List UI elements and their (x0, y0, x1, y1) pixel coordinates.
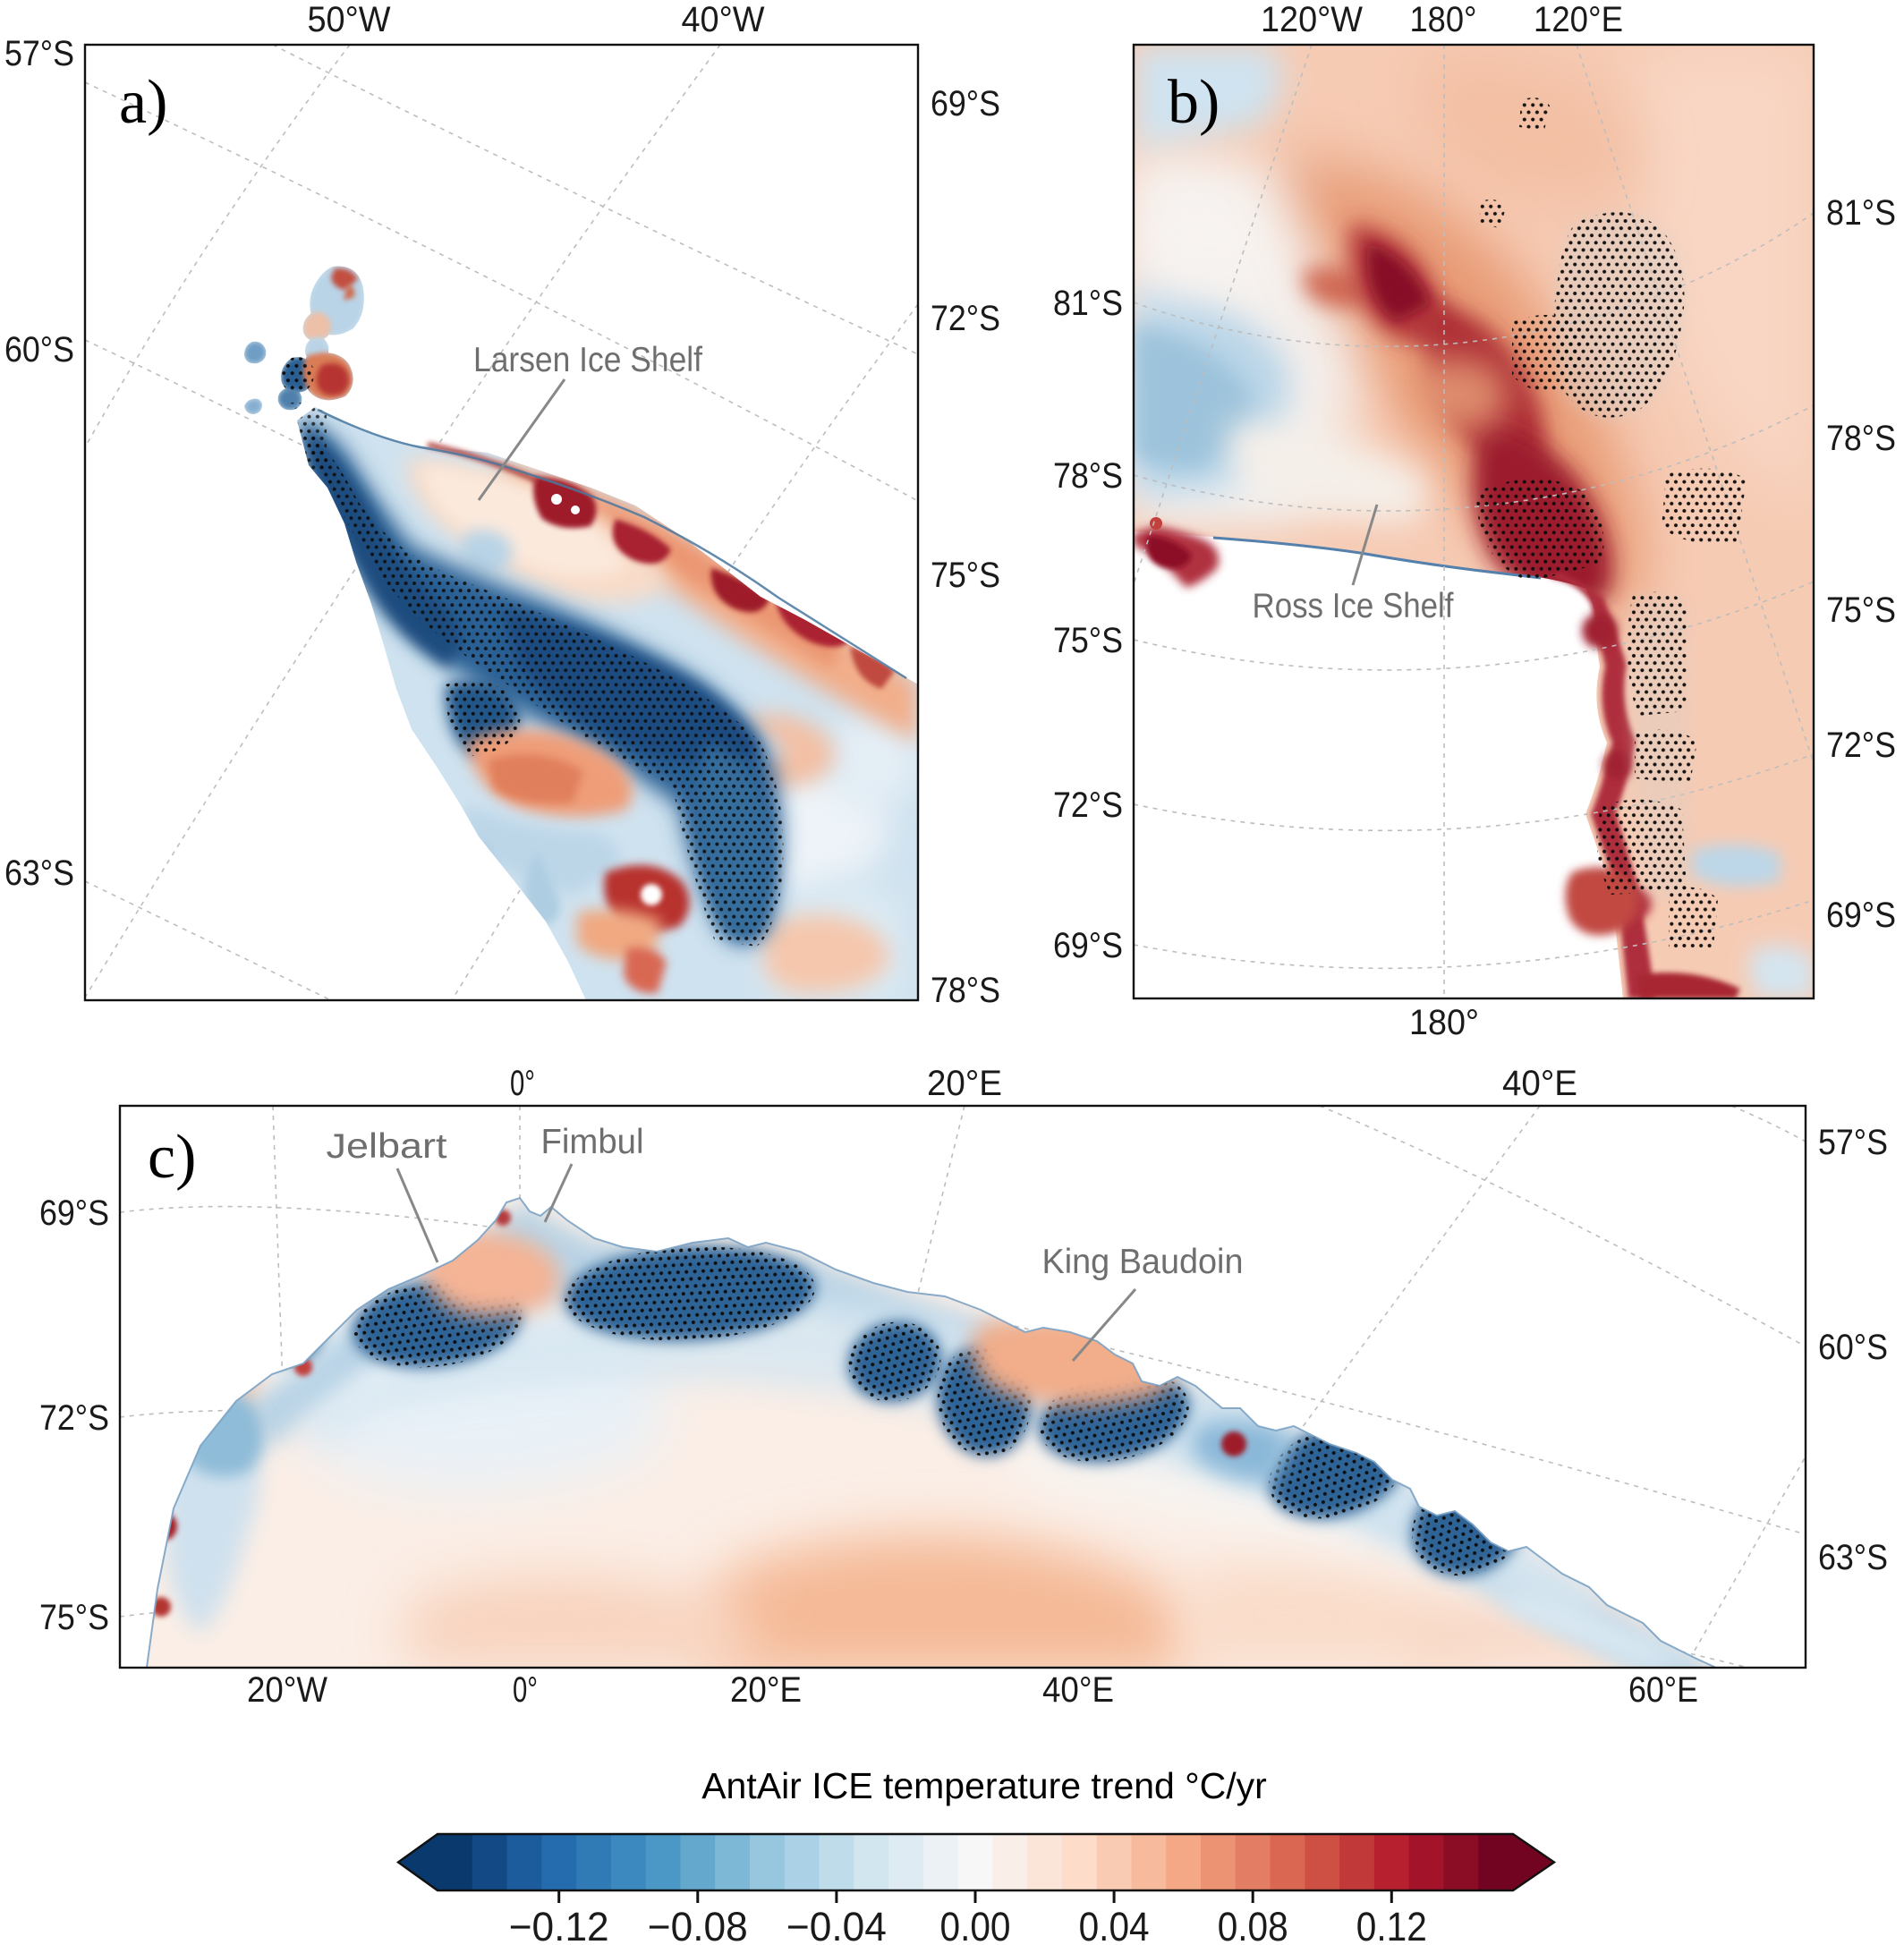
svg-text:20°W: 20°W (247, 1670, 327, 1710)
svg-text:AntAir ICE temperature trend °: AntAir ICE temperature trend °C/yr (701, 1765, 1267, 1806)
svg-text:Fimbul: Fimbul (541, 1123, 644, 1161)
svg-text:0°: 0° (513, 1670, 538, 1710)
svg-text:72°S: 72°S (1826, 726, 1896, 765)
svg-text:c): c) (148, 1123, 196, 1192)
svg-text:75°S: 75°S (1826, 590, 1896, 630)
svg-text:120°E: 120°E (1534, 0, 1623, 39)
svg-text:0.08: 0.08 (1218, 1904, 1288, 1945)
svg-text:60°E: 60°E (1628, 1670, 1698, 1710)
svg-text:King Baudoin: King Baudoin (1042, 1243, 1244, 1281)
svg-text:Ross Ice Shelf: Ross Ice Shelf (1253, 587, 1454, 625)
svg-text:81°S: 81°S (1826, 193, 1896, 233)
svg-text:72°S: 72°S (1053, 786, 1123, 825)
svg-text:−0.12: −0.12 (509, 1904, 609, 1945)
svg-text:69°S: 69°S (931, 84, 1000, 123)
svg-text:78°S: 78°S (931, 971, 1000, 1010)
svg-text:78°S: 78°S (1053, 456, 1123, 496)
svg-text:20°E: 20°E (927, 1064, 1002, 1103)
svg-text:Jelbart: Jelbart (327, 1127, 447, 1166)
svg-text:75°S: 75°S (931, 556, 1000, 595)
svg-text:120°W: 120°W (1261, 0, 1363, 39)
svg-text:0°: 0° (510, 1064, 535, 1103)
svg-text:69°S: 69°S (1053, 926, 1123, 965)
svg-text:69°S: 69°S (1826, 896, 1896, 935)
svg-text:60°S: 60°S (4, 330, 74, 369)
svg-text:180°: 180° (1409, 1003, 1479, 1042)
svg-text:40°E: 40°E (1042, 1670, 1114, 1710)
svg-text:Larsen Ice Shelf: Larsen Ice Shelf (473, 341, 702, 379)
svg-text:180°: 180° (1410, 0, 1477, 39)
svg-text:b): b) (1168, 68, 1220, 137)
svg-text:63°S: 63°S (1818, 1538, 1888, 1577)
svg-text:0.12: 0.12 (1356, 1904, 1427, 1945)
svg-text:75°S: 75°S (39, 1598, 109, 1637)
svg-text:0.04: 0.04 (1079, 1904, 1150, 1945)
svg-text:−0.04: −0.04 (786, 1904, 887, 1945)
svg-text:20°E: 20°E (730, 1670, 802, 1710)
svg-text:50°W: 50°W (308, 0, 391, 39)
svg-text:−0.08: −0.08 (648, 1904, 748, 1945)
svg-text:72°S: 72°S (39, 1398, 109, 1438)
svg-text:63°S: 63°S (4, 854, 74, 893)
svg-text:40°W: 40°W (682, 0, 765, 39)
svg-text:60°S: 60°S (1818, 1328, 1888, 1367)
svg-text:72°S: 72°S (931, 299, 1000, 338)
svg-text:81°S: 81°S (1053, 284, 1123, 323)
svg-text:57°S: 57°S (1818, 1123, 1888, 1162)
svg-text:0.00: 0.00 (940, 1904, 1011, 1945)
svg-text:40°E: 40°E (1502, 1064, 1577, 1103)
svg-text:69°S: 69°S (39, 1193, 109, 1233)
svg-text:75°S: 75°S (1053, 621, 1123, 660)
svg-text:57°S: 57°S (4, 34, 74, 73)
svg-text:a): a) (119, 68, 167, 137)
svg-text:78°S: 78°S (1826, 419, 1896, 458)
